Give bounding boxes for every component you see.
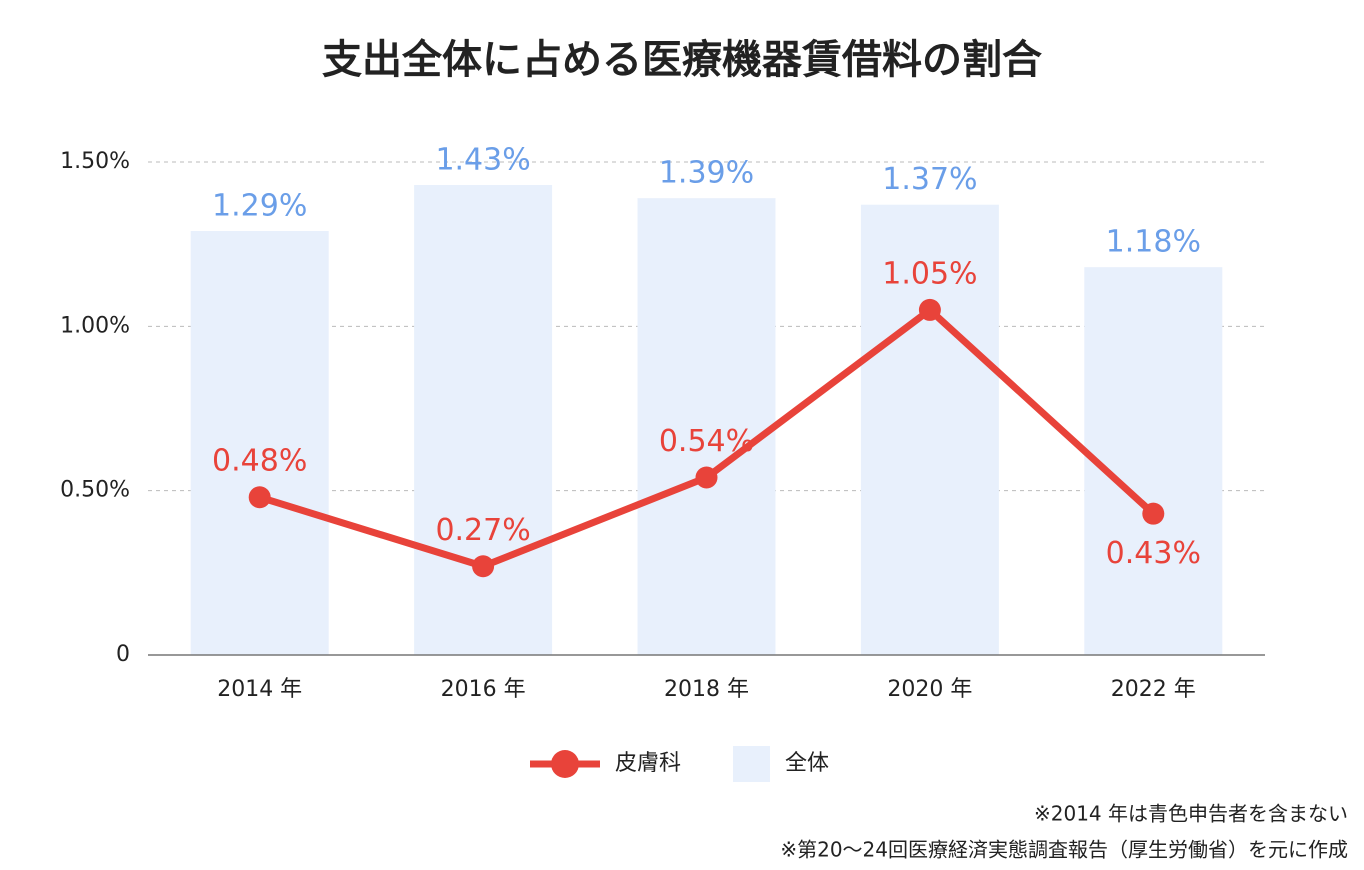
legend-label: 全体 xyxy=(785,751,829,776)
y-tick-label: 0 xyxy=(116,642,130,667)
value-label: 0.48% xyxy=(212,444,307,479)
value-label: 0.54% xyxy=(659,424,754,459)
x-tick-label: 2022 年 xyxy=(1111,677,1196,702)
value-label: 1.18% xyxy=(1106,225,1201,260)
x-tick-label: 2016 年 xyxy=(441,677,526,702)
value-label: 1.29% xyxy=(212,189,307,224)
bar xyxy=(414,185,553,656)
value-label: 1.37% xyxy=(882,162,977,197)
legend-label: 皮膚科 xyxy=(615,751,681,776)
value-label: 0.27% xyxy=(435,513,530,548)
line-point xyxy=(695,466,718,489)
x-tick-label: 2020 年 xyxy=(887,677,972,702)
bar xyxy=(637,198,776,656)
chart-title: 支出全体に占める医療機器賃借料の割合 xyxy=(322,37,1042,83)
note: ※第20～24回医療経済実態調査報告（厚生労働省）を元に作成 xyxy=(780,838,1348,862)
value-label: 1.39% xyxy=(659,156,754,191)
note: ※2014 年は青色申告者を含まない xyxy=(1034,802,1348,826)
line-point xyxy=(1142,502,1165,525)
y-tick-label: 1.00% xyxy=(60,313,130,338)
legend-swatch xyxy=(733,746,770,782)
line-point xyxy=(918,298,941,321)
x-tick-label: 2014 年 xyxy=(217,677,302,702)
line-point xyxy=(248,486,271,509)
bar xyxy=(860,204,999,655)
bar xyxy=(190,231,329,655)
bar xyxy=(1084,267,1223,655)
line-point xyxy=(472,555,495,578)
y-tick-label: 1.50% xyxy=(60,149,130,174)
legend-marker xyxy=(551,750,579,778)
x-tick-label: 2018 年 xyxy=(664,677,749,702)
y-tick-label: 0.50% xyxy=(60,478,130,503)
value-label: 1.05% xyxy=(882,256,977,291)
value-label: 1.43% xyxy=(435,143,530,178)
value-label: 0.43% xyxy=(1106,536,1201,571)
